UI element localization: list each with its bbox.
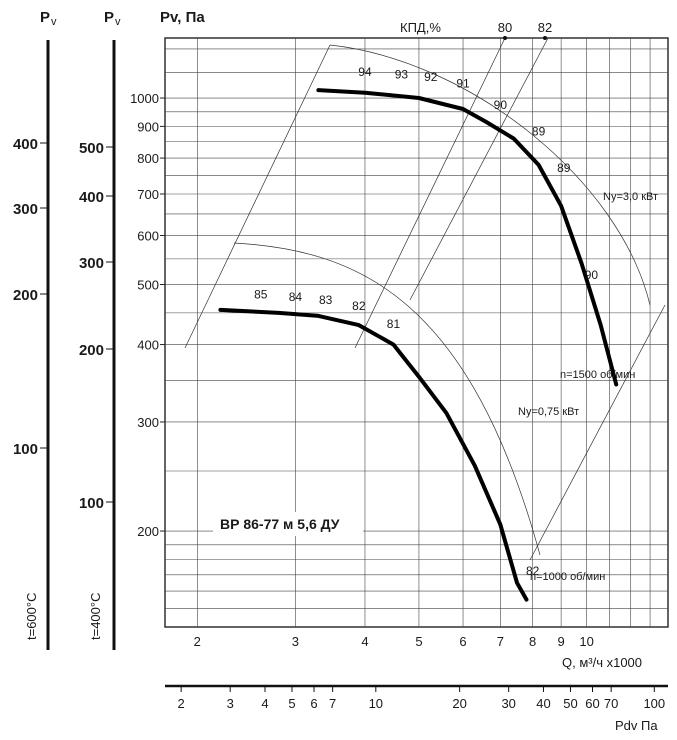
- aux-line: [529, 304, 666, 561]
- pdv-tick-label: 40: [536, 696, 550, 711]
- pdv-tick-label: 5: [288, 696, 295, 711]
- aux-line: [329, 44, 651, 306]
- x-tick-label: 4: [361, 634, 368, 649]
- side-600-tick-label: 400: [13, 136, 38, 153]
- y-tick-label: 700: [137, 187, 159, 202]
- side-600-tick-label: 300: [13, 201, 38, 218]
- pdv-axis-label: Pdv Па: [615, 718, 658, 733]
- side-400-tick-label: 300: [79, 255, 104, 272]
- efficiency-label: 82: [352, 299, 366, 313]
- side-600-header: P: [40, 9, 50, 26]
- pdv-tick-label: 30: [501, 696, 515, 711]
- efficiency-label: 89: [532, 125, 546, 139]
- y-tick-label: 800: [137, 151, 159, 166]
- efficiency-label: 91: [456, 76, 470, 90]
- series-1-name: n=1500 об/мин: [560, 369, 635, 381]
- aux-line: [233, 242, 541, 556]
- y-tick-label: 500: [137, 278, 159, 293]
- efficiency-label: 93: [395, 68, 409, 82]
- y-tick-label: 900: [137, 119, 159, 134]
- y-tick-label: 1000: [130, 91, 159, 106]
- chart-title: ВР 86-77 м 5,6 ДУ: [220, 516, 340, 532]
- x-tick-label: 9: [558, 634, 565, 649]
- side-600-tick-label: 200: [13, 287, 38, 304]
- pdv-tick-label: 2: [178, 696, 185, 711]
- aux-line: [409, 37, 549, 301]
- pdv-tick-label: 3: [227, 696, 234, 711]
- efficiency-label: 84: [289, 290, 303, 304]
- efficiency-label: 82: [526, 564, 540, 578]
- pdv-tick-label: 4: [261, 696, 268, 711]
- efficiency-label: 83: [319, 293, 333, 307]
- pdv-tick-label: 20: [452, 696, 466, 711]
- side-400-sub: v: [115, 16, 121, 28]
- x-tick-label: 3: [292, 634, 299, 649]
- efficiency-label: 89: [557, 161, 571, 175]
- side-400-tick-label: 200: [79, 342, 104, 359]
- series-2-name: n=1000 об/мин: [530, 571, 605, 583]
- performance-curves: [218, 88, 619, 602]
- efficiency-label: 92: [424, 70, 438, 84]
- title-box-bg: [213, 512, 363, 536]
- side-600-tick-label: 100: [13, 441, 38, 458]
- aux-line: [184, 44, 331, 349]
- y-tick-label: 200: [137, 524, 159, 539]
- side-400-header: P: [104, 9, 114, 26]
- plot-frame: [164, 37, 669, 628]
- x-tick-label: 8: [529, 634, 536, 649]
- grid: [40, 38, 668, 692]
- x-tick-label: 5: [415, 634, 422, 649]
- series-line-1: [316, 88, 619, 387]
- efficiency-label: 85: [254, 287, 268, 301]
- x-tick-label: 6: [459, 634, 466, 649]
- x-tick-label: 10: [579, 634, 593, 649]
- pdv-tick-label: 60: [585, 696, 599, 711]
- efficiency-label: 94: [358, 65, 372, 79]
- y-tick-label: 600: [137, 228, 159, 243]
- pdv-tick-label: 10: [369, 696, 383, 711]
- efficiency-line-label: 82: [538, 20, 552, 35]
- aux-line: [354, 37, 506, 349]
- efficiency-header: КПД,%: [400, 20, 441, 35]
- pdv-tick-label: 70: [604, 696, 618, 711]
- side-400-tick-label: 100: [79, 495, 104, 512]
- pdv-tick-label: 100: [643, 696, 665, 711]
- efficiency-label: 90: [585, 268, 599, 282]
- pdv-tick-label: 7: [329, 696, 336, 711]
- y-tick-label: 300: [137, 415, 159, 430]
- x-tick-label: 7: [497, 634, 504, 649]
- efficiency-label: 90: [494, 98, 508, 112]
- efficiency-line-label: 80: [498, 20, 512, 35]
- side-400-tick-label: 400: [79, 189, 104, 206]
- efficiency-line-marker: [543, 36, 547, 40]
- side-400-label: t=400°C: [88, 593, 103, 640]
- efficiency-line-marker: [503, 36, 507, 40]
- side-400-tick-label: 500: [79, 140, 104, 157]
- pdv-tick-label: 50: [563, 696, 577, 711]
- x-tick-label: 2: [194, 634, 201, 649]
- auxiliary-lines: [184, 36, 666, 561]
- y-tick-label: 400: [137, 338, 159, 353]
- series-2-power: Nу=0,75 кВт: [518, 406, 579, 418]
- pdv-tick-label: 6: [310, 696, 317, 711]
- side-600-sub: v: [51, 16, 57, 28]
- y-axis-label: Pv, Па: [160, 9, 205, 26]
- efficiency-label: 81: [387, 317, 401, 331]
- series-1-power: Nу=3,0 кВт: [603, 191, 658, 203]
- side-600-label: t=600°C: [24, 593, 39, 640]
- series-line-2: [218, 307, 529, 602]
- x-axis-label: Q, м³/ч x1000: [562, 655, 642, 670]
